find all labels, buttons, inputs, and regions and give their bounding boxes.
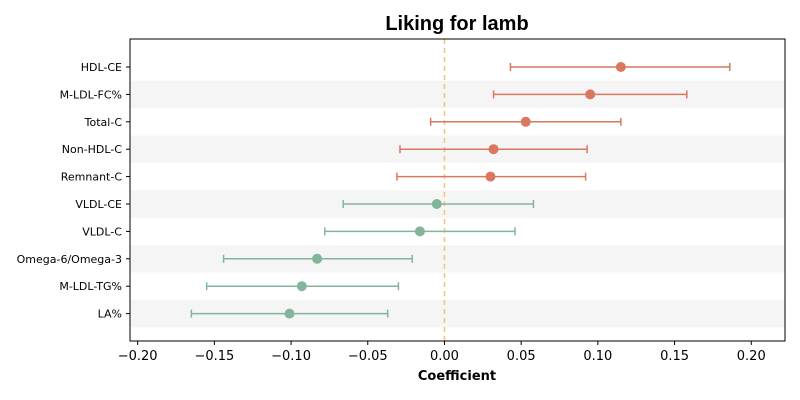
x-tick-label: −0.20 (118, 349, 158, 364)
y-axis: HDL-CE M-LDL-FC% Total-C Non-HDL-C Remnant-C… (17, 61, 130, 321)
estimate-point (585, 89, 596, 100)
estimate-point (414, 226, 425, 237)
plot-frame (129, 38, 786, 342)
estimate-point (284, 308, 295, 319)
estimate-point (485, 171, 496, 182)
category-label: Non-HDL-C (62, 143, 123, 156)
category-label: Omega-6/Omega-3 (17, 253, 122, 266)
category-label: LA% (98, 308, 122, 321)
x-axis-title: Coefficient (418, 369, 496, 384)
estimate-point (431, 199, 442, 209)
x-tick-label: 0.05 (507, 349, 536, 364)
x-tick-label: 0.10 (583, 349, 612, 364)
category-label: VLDL-C (82, 225, 122, 238)
category-label: M-LDL-TG% (59, 280, 122, 293)
estimate-point (488, 144, 499, 155)
category-label: VLDL-CE (75, 198, 122, 211)
category-label: M-LDL-FC% (60, 88, 122, 101)
category-label: HDL-CE (81, 61, 122, 74)
x-tick-label: −0.05 (348, 349, 388, 364)
x-axis: −0.20 −0.15 −0.10 −0.05 0.00 0.05 0.10 0.15 0.20 (118, 341, 766, 364)
x-tick-label: 0.00 (430, 349, 459, 364)
x-tick-label: −0.15 (194, 349, 234, 364)
chart-title: Liking for lamb (385, 13, 528, 35)
estimate-point (615, 62, 626, 72)
category-label: Remnant-C (61, 171, 123, 184)
estimate-marks (190, 62, 731, 319)
estimate-point (520, 116, 531, 127)
x-tick-label: 0.15 (660, 349, 689, 364)
estimate-point (296, 281, 307, 292)
estimate-point (312, 253, 323, 264)
x-tick-label: −0.10 (271, 349, 311, 364)
category-label: Total-C (84, 116, 123, 129)
x-tick-label: 0.20 (737, 349, 766, 364)
